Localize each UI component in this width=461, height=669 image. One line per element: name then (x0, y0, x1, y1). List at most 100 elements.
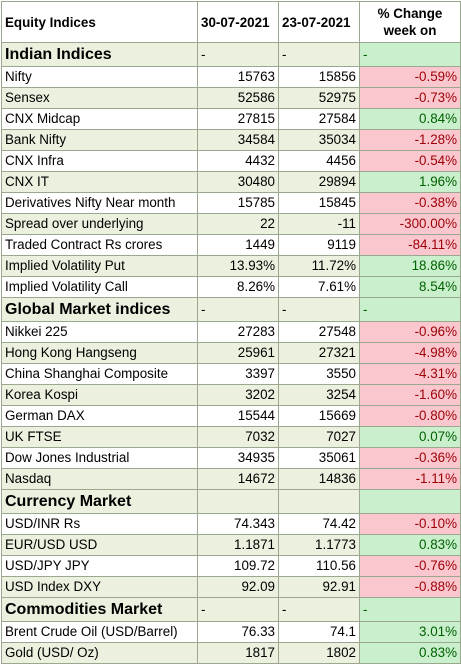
row-label: Gold (USD/ Oz) (1, 642, 198, 664)
row-label: CNX Midcap (1, 108, 198, 130)
value-previous: 74.1 (278, 621, 360, 643)
value-current: 4432 (197, 150, 279, 172)
value-previous: 35034 (278, 129, 360, 151)
pct-change: -0.10% (359, 513, 461, 535)
table-row: USD/INR Rs 74.343 74.42 -0.10% (1, 513, 461, 535)
table-row: USD Index DXY 92.09 92.91 -0.88% (1, 576, 461, 598)
table-row: China Shanghai Composite 3397 3550 -4.31% (1, 363, 461, 385)
section-placeholder: - (359, 42, 461, 67)
table-row: CNX IT 30480 29894 1.96% (1, 171, 461, 193)
header-row: Equity Indices 30-07-2021 23-07-2021 % C… (1, 1, 461, 43)
value-previous: 14836 (278, 468, 360, 490)
row-label: EUR/USD USD (1, 534, 198, 556)
value-previous: 15845 (278, 192, 360, 214)
section-placeholder: - (197, 597, 279, 622)
value-current: 7032 (197, 426, 279, 448)
value-current: 52586 (197, 87, 279, 109)
value-previous: 7027 (278, 426, 360, 448)
value-current: 109.72 (197, 555, 279, 577)
table-row: Sensex 52586 52975 -0.73% (1, 87, 461, 109)
section-title: Commodities Market (1, 597, 198, 622)
row-label: UK FTSE (1, 426, 198, 448)
table-row: Spread over underlying 22 -11 -300.00% (1, 213, 461, 235)
value-current: 76.33 (197, 621, 279, 643)
section-placeholder: - (359, 597, 461, 622)
table-row: CNX Infra 4432 4456 -0.54% (1, 150, 461, 172)
value-current: 3397 (197, 363, 279, 385)
value-current: 1.1871 (197, 534, 279, 556)
value-previous: 29894 (278, 171, 360, 193)
row-label: Derivatives Nifty Near month (1, 192, 198, 214)
row-label: Bank Nifty (1, 129, 198, 151)
section-header-row: Commodities Market - - - (1, 597, 461, 622)
section-title: Currency Market (1, 489, 198, 514)
pct-change: -0.80% (359, 405, 461, 427)
pct-change: 8.54% (359, 276, 461, 298)
value-previous: 27321 (278, 342, 360, 364)
table-row: Korea Kospi 3202 3254 -1.60% (1, 384, 461, 406)
row-label: USD/INR Rs (1, 513, 198, 535)
table-row: Implied Volatility Call 8.26% 7.61% 8.54% (1, 276, 461, 298)
value-current: 3202 (197, 384, 279, 406)
row-label: China Shanghai Composite (1, 363, 198, 385)
pct-change: -0.38% (359, 192, 461, 214)
row-label: CNX IT (1, 171, 198, 193)
value-previous: 3550 (278, 363, 360, 385)
value-current: 74.343 (197, 513, 279, 535)
value-previous: 1.1773 (278, 534, 360, 556)
pct-change: -0.54% (359, 150, 461, 172)
pct-change: 18.86% (359, 255, 461, 277)
table-row: Traded Contract Rs crores 1449 9119 -84.11% (1, 234, 461, 256)
section-placeholder: - (278, 597, 360, 622)
pct-change: -84.11% (359, 234, 461, 256)
row-label: Korea Kospi (1, 384, 198, 406)
value-current: 15544 (197, 405, 279, 427)
value-previous: 92.91 (278, 576, 360, 598)
pct-change: -1.11% (359, 468, 461, 490)
pct-change: -0.96% (359, 321, 461, 343)
section-placeholder: - (278, 297, 360, 322)
table-row: Hong Kong Hangseng 25961 27321 -4.98% (1, 342, 461, 364)
pct-change: 0.07% (359, 426, 461, 448)
header-date-current: 30-07-2021 (197, 1, 279, 43)
section-placeholder (278, 489, 360, 514)
value-current: 92.09 (197, 576, 279, 598)
value-previous: 27584 (278, 108, 360, 130)
table-row: Nifty 15763 15856 -0.59% (1, 66, 461, 88)
pct-change: -0.59% (359, 66, 461, 88)
pct-change: -1.28% (359, 129, 461, 151)
value-current: 15763 (197, 66, 279, 88)
table-row: Nasdaq 14672 14836 -1.11% (1, 468, 461, 490)
value-current: 30480 (197, 171, 279, 193)
row-label: Brent Crude Oil (USD/Barrel) (1, 621, 198, 643)
value-current: 13.93% (197, 255, 279, 277)
pct-change: 0.84% (359, 108, 461, 130)
value-previous: 9119 (278, 234, 360, 256)
value-previous: 27548 (278, 321, 360, 343)
table-row: Bank Nifty 34584 35034 -1.28% (1, 129, 461, 151)
pct-change: -4.98% (359, 342, 461, 364)
header-equity-indices: Equity Indices (1, 1, 198, 43)
value-current: 14672 (197, 468, 279, 490)
value-previous: 15856 (278, 66, 360, 88)
value-previous: 4456 (278, 150, 360, 172)
section-placeholder: - (278, 42, 360, 67)
pct-change: 0.83% (359, 642, 461, 664)
section-placeholder: - (197, 297, 279, 322)
value-current: 27815 (197, 108, 279, 130)
table-row: Implied Volatility Put 13.93% 11.72% 18.86% (1, 255, 461, 277)
pct-change: 3.01% (359, 621, 461, 643)
table-row: UK FTSE 7032 7027 0.07% (1, 426, 461, 448)
value-current: 1817 (197, 642, 279, 664)
pct-change: -0.36% (359, 447, 461, 469)
table-row: German DAX 15544 15669 -0.80% (1, 405, 461, 427)
table-row: EUR/USD USD 1.1871 1.1773 0.83% (1, 534, 461, 556)
value-current: 1449 (197, 234, 279, 256)
table-row: Dow Jones Industrial 34935 35061 -0.36% (1, 447, 461, 469)
value-current: 22 (197, 213, 279, 235)
table-row: Gold (USD/ Oz) 1817 1802 0.83% (1, 642, 461, 664)
header-date-previous: 23-07-2021 (278, 1, 360, 43)
row-label: USD/JPY JPY (1, 555, 198, 577)
value-previous: 35061 (278, 447, 360, 469)
